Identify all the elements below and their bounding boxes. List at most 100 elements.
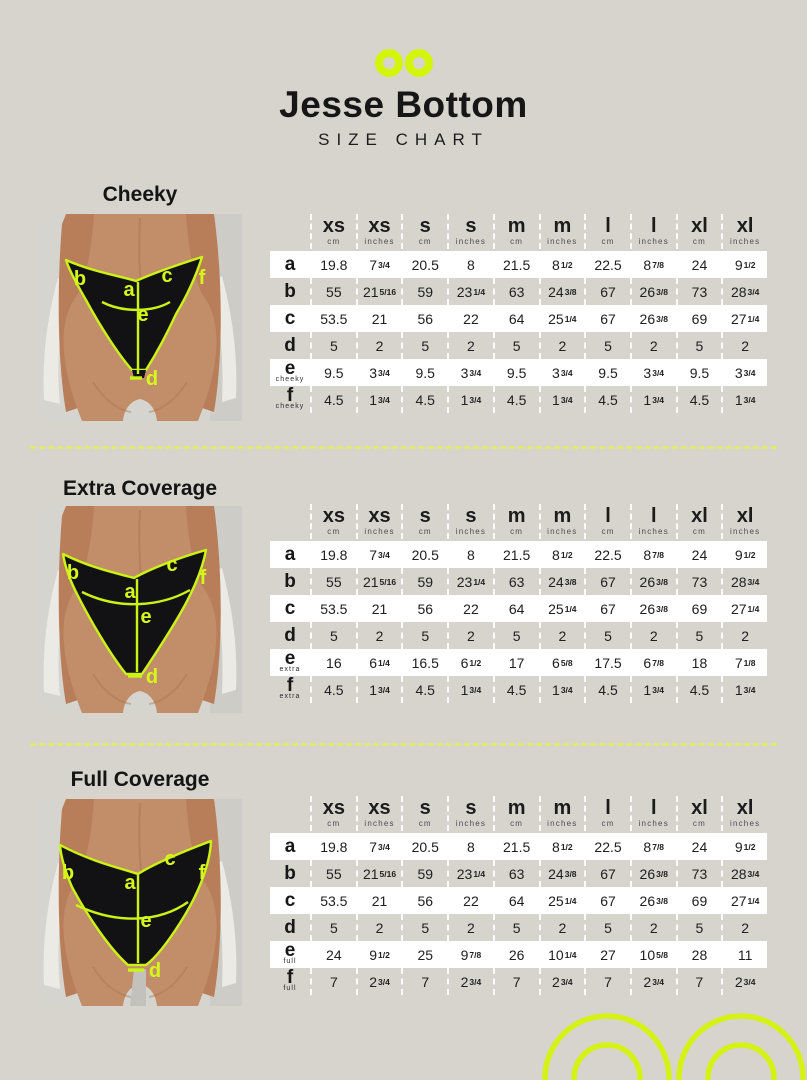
size-column-header: l inches: [629, 504, 676, 539]
marker-label-a: a: [124, 581, 136, 603]
size-column-header: xs inches: [355, 796, 402, 831]
unit-label: cm: [601, 527, 615, 536]
measurement-value-cell: 28: [675, 941, 722, 968]
size-label: s: [419, 797, 431, 819]
row-label-cell: b: [270, 278, 310, 305]
measurement-value-cell: 55: [310, 860, 356, 887]
size-label: xl: [691, 797, 708, 819]
measurement-value-cell: 26 3/8: [629, 860, 676, 887]
row-sublabel: full: [283, 985, 297, 992]
measurement-value-cell: 5: [675, 914, 722, 941]
size-column-header: xs cm: [310, 214, 356, 249]
marker-label-d: d: [146, 666, 158, 688]
unit-label: inches: [729, 819, 761, 828]
measurement-value-cell: 2: [721, 914, 767, 941]
size-label: m: [507, 215, 526, 237]
row-label-cell: a: [270, 251, 310, 278]
marker-label-b: b: [67, 562, 79, 584]
measurement-row-e: e extra 16 6 1/4 16.5 6 1/2 17 6 5/8 17.5 6 7/8 18 7 1/8: [270, 649, 767, 676]
size-column-header: s cm: [401, 504, 447, 539]
measurement-value-cell: 59: [401, 860, 447, 887]
measurement-row-f: f cheeky 4.5 1 3/4 4.5 1 3/4 4.5 1 3/4 4.5 1 3/4 4.5 1 3…: [270, 386, 767, 413]
size-column-header: xl inches: [721, 504, 767, 539]
row-sublabel: full: [283, 958, 297, 965]
table-corner-cell: [270, 796, 310, 831]
measurement-value-cell: 56: [401, 305, 447, 332]
measurement-value-cell: 9 1/2: [721, 251, 767, 278]
row-label-cell: d: [270, 332, 310, 359]
page-subtitle: SIZE CHART: [318, 130, 489, 149]
measurement-value-cell: 5: [401, 914, 447, 941]
marker-label-e: e: [140, 910, 151, 932]
marker-label-d: d: [146, 368, 158, 390]
size-label: xl: [691, 215, 708, 237]
size-label: xl: [736, 505, 754, 527]
measurement-value-cell: 64: [492, 305, 539, 332]
measurement-row-a: a 19.8 7 3/4 20.5 8 21.5 8 1/2 22.5 8 7/8 24 9 1/2: [270, 833, 767, 860]
measurement-value-cell: 7: [675, 968, 722, 995]
measurement-value-cell: 9.5: [675, 359, 722, 386]
measurement-value-cell: 7 3/4: [355, 541, 402, 568]
size-column-header: l inches: [629, 796, 676, 831]
row-label-cell: b: [270, 860, 310, 887]
unit-label: cm: [692, 819, 706, 828]
measurement-value-cell: 7: [584, 968, 630, 995]
brand-logo-rings-icon: [375, 49, 433, 77]
measurement-value-cell: 3 3/4: [721, 359, 767, 386]
measurement-row-b: b 55 21 5/16 59 23 1/4 63 24 3/8 67 26 3/8 73 28 3/4: [270, 860, 767, 887]
measurement-value-cell: 26: [492, 941, 539, 968]
measurement-value-cell: 22: [447, 595, 493, 622]
measurement-value-cell: 2 3/4: [447, 968, 493, 995]
measurement-value-cell: 2: [629, 914, 676, 941]
measurement-value-cell: 2 3/4: [355, 968, 402, 995]
measurement-value-cell: 8 7/8: [629, 833, 676, 860]
row-label-cell: d: [270, 622, 310, 649]
size-label: m: [553, 797, 572, 819]
measurement-row-a: a 19.8 7 3/4 20.5 8 21.5 8 1/2 22.5 8 7/8 24 9 1/2: [270, 541, 767, 568]
measurement-value-cell: 67: [584, 568, 630, 595]
measurement-row-f: f full 7 2 3/4 7 2 3/4 7 2 3/4 7 2 3/4 7 2 3/4: [270, 968, 767, 995]
unit-label: cm: [327, 819, 341, 828]
measurement-value-cell: 2 3/4: [721, 968, 767, 995]
section-divider: [30, 743, 777, 746]
marker-label-d: d: [149, 960, 161, 982]
row-letter: e: [284, 648, 296, 669]
full-coverage-garment: [58, 839, 213, 967]
measurement-value-cell: 16: [310, 649, 356, 676]
measurement-value-cell: 23 1/4: [447, 278, 493, 305]
measurement-value-cell: 7 3/4: [355, 833, 402, 860]
unit-label: inches: [455, 819, 487, 828]
unit-label: inches: [364, 819, 395, 828]
measurement-value-cell: 63: [492, 860, 539, 887]
unit-label: cm: [601, 237, 615, 246]
size-label: xs: [368, 215, 391, 237]
size-column-header: xs cm: [310, 504, 356, 539]
marker-label-b: b: [74, 268, 86, 290]
table-corner-cell: [270, 214, 310, 249]
row-label-cell: a: [270, 833, 310, 860]
row-label-cell: e cheeky: [270, 359, 310, 386]
measurement-row-b: b 55 21 5/16 59 23 1/4 63 24 3/8 67 26 3/8 73 28 3/4: [270, 568, 767, 595]
unit-label: cm: [327, 527, 341, 536]
measurement-value-cell: 53.5: [310, 305, 356, 332]
measurement-value-cell: 21.5: [492, 251, 539, 278]
size-column-header: l cm: [584, 214, 630, 249]
measurement-value-cell: 4.5: [310, 386, 356, 413]
unit-label: cm: [418, 527, 432, 536]
measurement-value-cell: 6 5/8: [538, 649, 585, 676]
row-label-cell: c: [270, 887, 310, 914]
measurement-value-cell: 2: [538, 332, 585, 359]
section-title-extra-coverage: Extra Coverage: [62, 477, 218, 500]
size-column-header: xl inches: [721, 214, 767, 249]
unit-label: cm: [418, 237, 432, 246]
unit-label: inches: [638, 819, 669, 828]
measurement-value-cell: 19.8: [310, 541, 356, 568]
measurement-value-cell: 2: [447, 332, 493, 359]
measurement-value-cell: 1 3/4: [447, 676, 493, 703]
measurement-value-cell: 5: [584, 622, 630, 649]
size-label: xs: [368, 505, 391, 527]
size-column-header: s inches: [447, 504, 493, 539]
measurement-value-cell: 1 3/4: [629, 676, 676, 703]
measurement-value-cell: 64: [492, 887, 539, 914]
